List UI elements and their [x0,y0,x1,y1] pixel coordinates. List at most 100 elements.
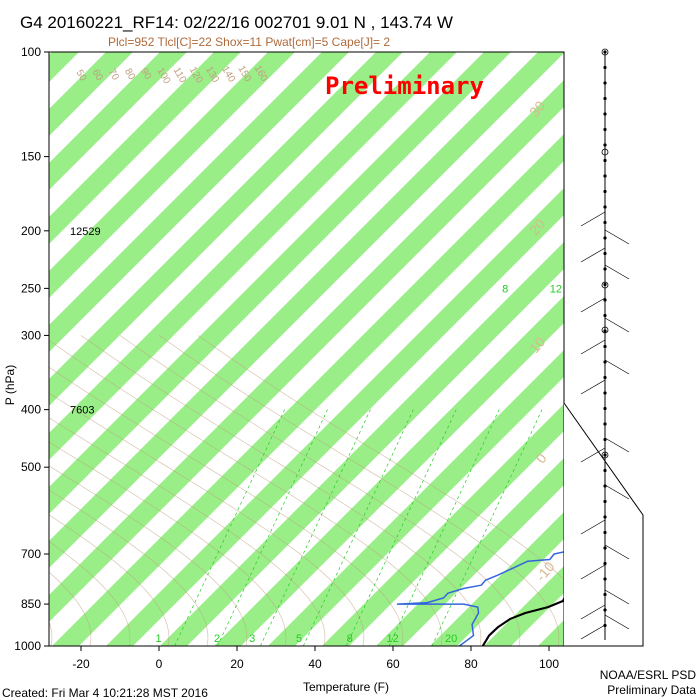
height-label: 7603 [70,405,94,417]
wind-barb-line [580,564,606,580]
mixing-ratio-label: 8 [502,283,508,295]
dry-adiabat-line [49,465,248,646]
y-tick-label: 1000 [14,639,41,653]
mixing-ratio-line [302,409,414,646]
wind-sample-dot [603,174,607,178]
mixing-ratio-line [431,409,543,646]
wind-barb-line [580,519,606,535]
calm-wind-circle [601,281,609,289]
temperature-band [49,52,187,191]
surface-mixing-ratio-label: 3 [249,633,255,645]
wind-barb-line [604,437,630,453]
mixing-ratio-line [174,409,285,646]
temperature-band [484,566,564,646]
wind-sample-dot [603,391,607,395]
wind-sample-dot [603,205,607,209]
temperature-band [376,458,564,646]
wind-barb-line [580,604,606,620]
x-tick-label: 80 [464,657,478,671]
chart-title: G4 20160221_RF14: 02/22/16 002701 9.01 N… [20,13,453,32]
calm-wind-circle [601,326,609,334]
y-tick-label: 850 [21,597,41,611]
wind-sample-dot [603,251,607,256]
auxiliary-lines [49,335,564,646]
x-tick-label: 40 [308,657,322,671]
mixing-ratio-line [345,409,457,646]
surface-mixing-ratio-label: 2 [214,633,220,645]
wind-barb-line [580,339,606,355]
wind-sample-dot [603,468,607,473]
y-tick-label: 200 [21,224,41,238]
wind-sample-dot [603,65,607,70]
wind-barb-line [604,229,630,245]
wind-barb-line [604,589,630,605]
temperature-band [52,134,564,646]
temperature-band [49,80,564,622]
temperature-band [49,52,349,352]
height-label: 12529 [70,226,101,238]
wind-sample-dot [603,608,607,612]
temperature-profile-line [481,596,564,646]
temperature-band [430,512,564,646]
plot-area: 8121620242832123581220506070809010011012… [49,52,679,646]
y-tick-label: 300 [21,328,41,342]
wind-sample-dot [603,577,607,581]
y-tick-label: 150 [21,150,41,164]
wind-sample-dot [603,127,607,132]
dry-adiabat-line [197,335,564,580]
dry-adiabat-line [49,392,365,646]
x-tick-label: -20 [72,657,90,671]
wind-barb-line [580,211,606,227]
temperature-band [268,350,564,646]
temperature-band [49,52,79,82]
wind-barb-line [580,624,606,640]
dry-adiabat-line [49,339,443,646]
x-tick-label: 0 [156,657,163,671]
x-axis-ticks: -20 0 20 40 60 80 100 [72,646,559,671]
wind-sample-dot [603,499,607,504]
wind-barb-line [604,264,630,280]
temperature-band [49,52,295,298]
wind-barb-line [580,297,606,313]
dewpoint-profile-line [396,551,564,646]
y-tick-label: 250 [21,281,41,295]
wind-sample-dot [603,623,607,628]
mixing-ratio-line [260,409,371,646]
temperature-band [49,52,241,244]
dry-adiabat-label: 70 [106,67,121,83]
surface-mixing-ratio-label: 8 [347,633,353,645]
wind-sample-dot [603,158,607,163]
wind-sample-dot [603,344,607,349]
surface-mixing-ratio-label: 12 [386,633,398,645]
surface-mixing-ratio-label: 1 [156,633,162,645]
dry-adiabat-label: 90 [138,66,153,82]
y-axis-ticks: 100 150 200 250 300 400 500 700 850 1000 [14,45,49,653]
dry-adiabat-line [49,366,404,646]
wind-sample-dot [603,96,607,101]
wind-sample-dot [603,112,607,116]
temperature-band [49,52,133,136]
wind-sample-dot [603,282,607,287]
wind-barb-line [604,317,630,333]
dry-adiabat-line [49,541,131,646]
mixing-ratio-label: 20 [667,283,679,295]
calm-wind-circle [601,148,609,156]
wind-barb-line [580,379,606,395]
preliminary-watermark: Preliminary [325,72,484,100]
wind-barb-line [580,447,606,463]
wind-sample-dot [603,561,607,566]
dry-adiabat-line [158,335,560,646]
wind-sample-dot [603,236,607,240]
temperature-band [322,404,564,646]
wind-sample-dot [603,189,607,194]
x-axis-label: Temperature (F) [303,680,389,694]
mixing-ratio-label: 12 [550,283,562,295]
wind-sample-dot [603,515,607,519]
dry-adiabat-label: 60 [90,68,105,84]
dry-adiabat-label: 80 [122,67,137,83]
y-tick-label: 700 [21,547,41,561]
x-tick-label: 20 [230,657,244,671]
temperature-band [49,52,403,406]
dry-adiabat-line [119,335,521,646]
